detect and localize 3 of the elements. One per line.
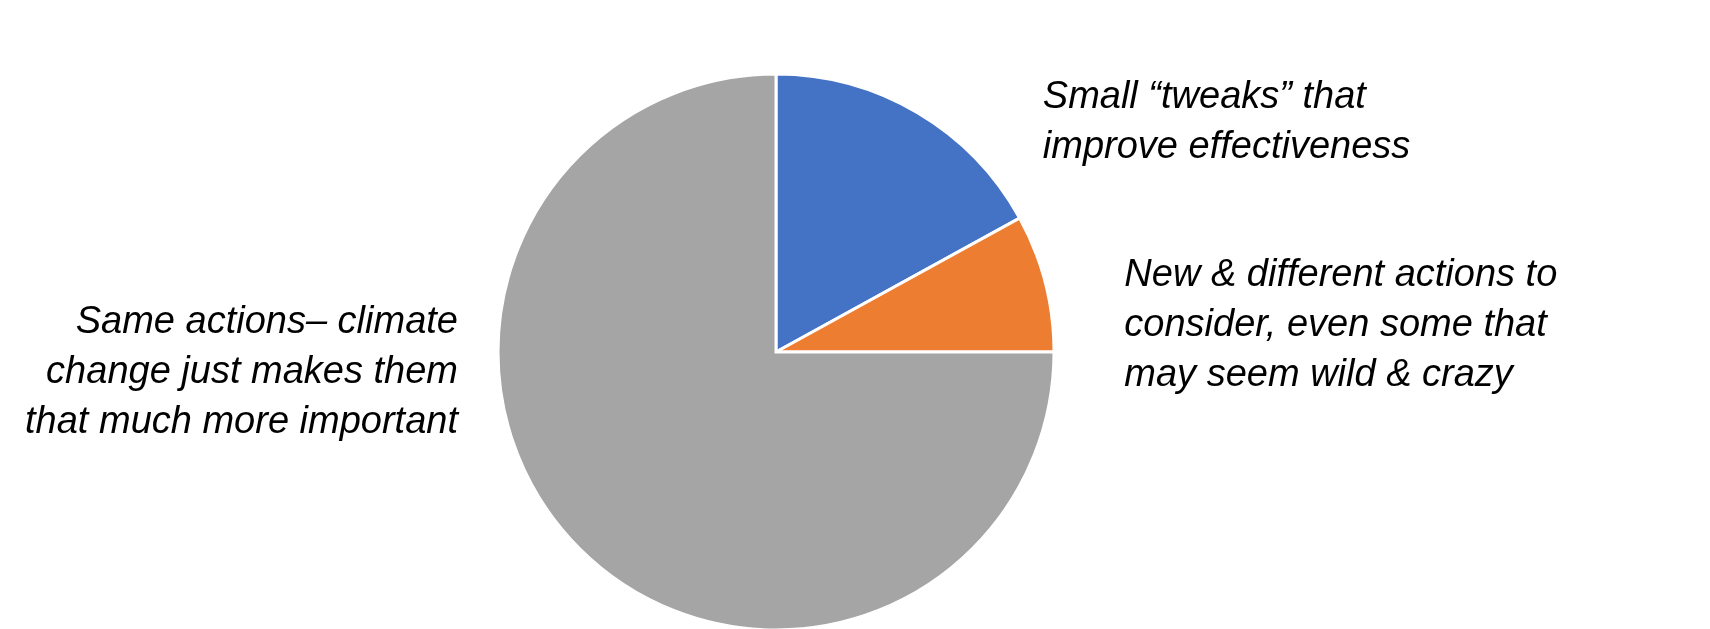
slice-label: Same actions– climate change just makes them that much more important [25, 299, 460, 441]
slice-label: Small “tweaks” that improve effectiveness [1042, 73, 1411, 166]
slice-label: New & different actions to consider, even some that may seem wild & crazy [1124, 252, 1558, 395]
